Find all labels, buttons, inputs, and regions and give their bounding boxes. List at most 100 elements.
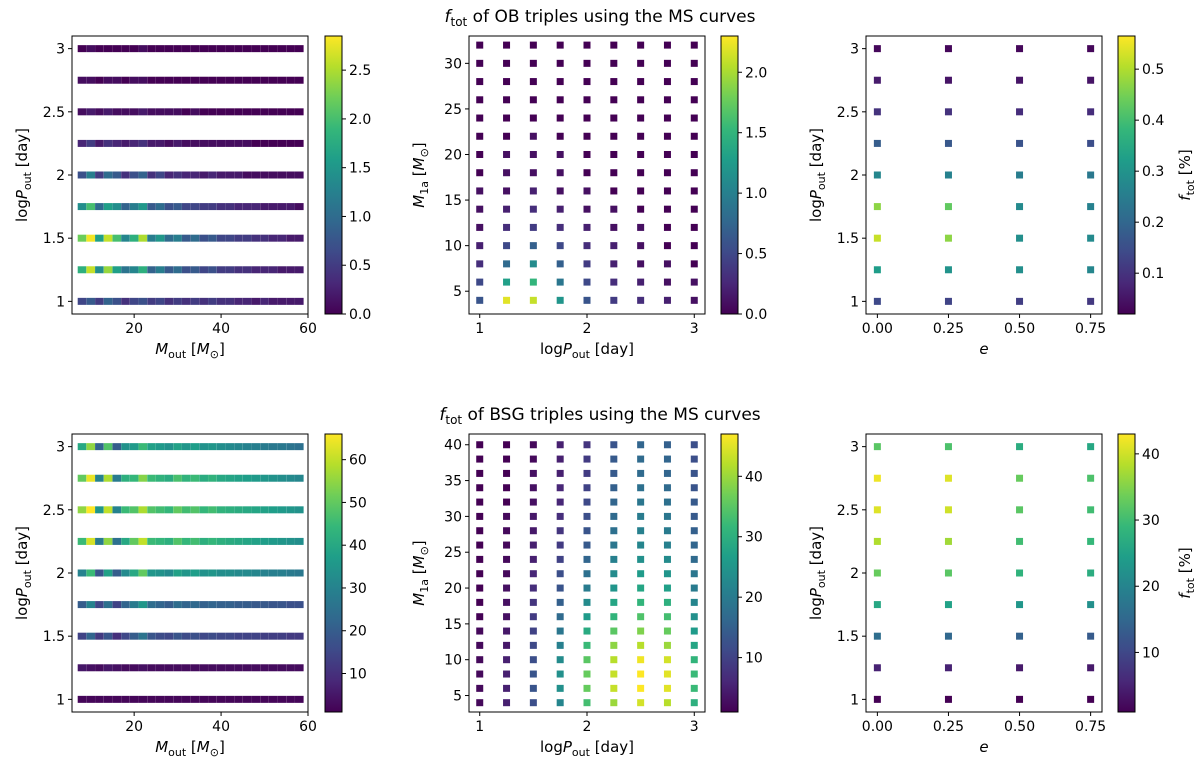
data-cell [103,506,113,514]
data-cell [199,537,208,545]
data-cell [610,656,618,664]
data-cell [112,443,122,451]
data-cell [690,114,698,122]
data-cell [556,627,564,635]
data-cell [503,541,511,549]
data-cell [234,76,243,84]
panel-bsg-mout: 20 40 60 1 1.5 2 2.5 3 Mout [M⊙] logPout [day] 10 2… [13,433,367,759]
x-tick-label: 0.75 [1075,719,1106,735]
data-cell [208,76,217,84]
data-cell [503,114,511,122]
data-cell [277,171,287,179]
data-cell [1016,537,1024,545]
y-tick-label: 1.5 [43,629,65,645]
data-cell [476,223,484,231]
y-tick-label: 1 [56,692,65,708]
data-cell [155,601,165,609]
data-cell [268,45,278,53]
data-cell [242,108,252,116]
panel-ob-m1a: 1 2 3 5 10 15 20 25 30 logPout [day] M1a [M⊙] 0.0 0.… [410,35,767,361]
x-axis-label: Mout [M⊙] [155,340,225,361]
data-cell [873,443,881,451]
data-cell [556,78,564,86]
data-cell [216,171,226,179]
data-cell [103,171,113,179]
colorbar-tick-label: 60 [349,453,367,469]
data-cell [121,695,130,703]
data-cell [190,203,200,211]
data-cell [164,443,174,451]
data-cell [944,569,952,577]
data-cell [260,632,269,640]
data-cell [1087,506,1095,514]
data-cell [476,627,484,635]
data-cell [690,132,698,140]
data-cell [663,641,671,649]
colorbar [720,35,739,315]
data-cell [873,234,881,242]
data-cell [147,474,156,482]
y-tick-label: 35 [444,474,462,490]
data-cell [583,278,591,286]
data-cell [295,664,304,672]
data-cell [216,664,226,672]
data-cell [164,297,174,305]
data-cell [242,601,252,609]
data-cell [77,171,87,179]
data-cell [1087,632,1095,640]
data-cell [295,203,304,211]
data-cell [173,45,182,53]
data-cell [182,537,191,545]
data-cell [583,150,591,158]
row-title-bsg: ftot of BSG triples using the MS curves [439,405,760,427]
data-cell [610,41,618,49]
data-cell [476,169,484,177]
data-cell [234,266,243,274]
data-cell [476,598,484,606]
data-cell [182,632,191,640]
data-cell [268,601,278,609]
data-cell [121,664,130,672]
data-cell [476,187,484,195]
data-cell [610,455,618,463]
row-title-ob: ftot of OB triples using the MS curves [445,7,756,29]
data-cell [610,541,618,549]
data-cell [286,632,295,640]
colorbar-tick-label: 0.1 [1142,266,1164,282]
data-cell [503,441,511,449]
data-cell [690,260,698,268]
data-cell [944,506,952,514]
data-cell [690,699,698,707]
data-cell [103,108,113,116]
data-cell [164,266,174,274]
data-cell [503,598,511,606]
data-cell [556,455,564,463]
data-cell [583,114,591,122]
data-cell [637,41,645,49]
data-cell [86,108,95,116]
data-cell [663,684,671,692]
data-cell [583,527,591,535]
data-cell [583,670,591,678]
data-cell [95,266,104,274]
data-cell [103,203,113,211]
data-cell [610,512,618,520]
data-cell [690,570,698,578]
data-cell [129,506,139,514]
data-cell [86,506,95,514]
data-cell [182,297,191,305]
data-cell [529,541,537,549]
data-cell [234,234,243,242]
y-tick-label: 15 [444,193,462,209]
data-cell [251,443,261,451]
data-cell [637,242,645,250]
data-cell [103,664,113,672]
data-cell [583,169,591,177]
data-cell [190,601,200,609]
data-cell [873,632,881,640]
data-cell [556,670,564,678]
data-cell [268,297,278,305]
data-cell [529,132,537,140]
data-cell [690,512,698,520]
data-cell [260,569,269,577]
